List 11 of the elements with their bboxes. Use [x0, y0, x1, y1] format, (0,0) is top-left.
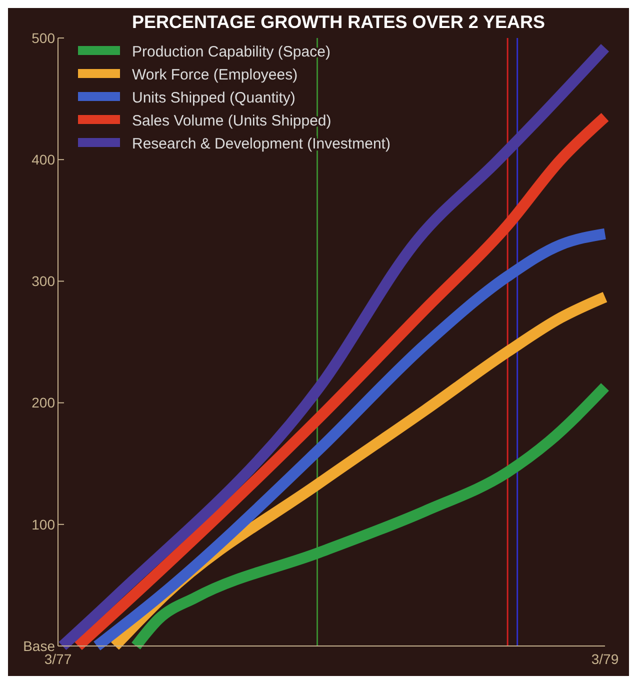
- y-tick-label: 200: [32, 394, 56, 411]
- y-tick-label: 100: [32, 516, 56, 532]
- y-tick-label: 400: [32, 152, 56, 168]
- y-tick-label: 500: [32, 30, 56, 46]
- chart-title: PERCENTAGE GROWTH RATES OVER 2 YEARS: [132, 12, 546, 32]
- x-tick-label: 3/79: [591, 651, 619, 667]
- legend-label: Units Shipped (Quantity): [132, 89, 296, 106]
- legend-label: Work Force (Employees): [132, 66, 298, 84]
- x-tick-label: 3/77: [44, 651, 72, 667]
- y-tick-label: Base: [23, 638, 56, 654]
- y-tick-label: 300: [32, 273, 56, 290]
